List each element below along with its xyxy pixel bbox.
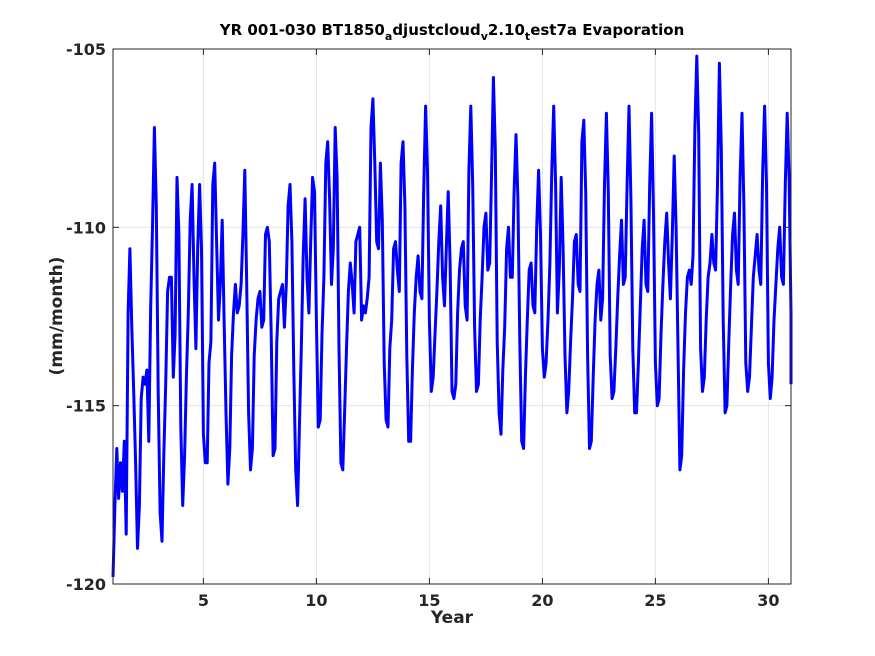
chart-title-subscript-t: t bbox=[525, 30, 530, 43]
x-tick-label: 25 bbox=[644, 591, 666, 610]
y-axis-title: (mm/month) bbox=[47, 257, 67, 376]
plot-frame bbox=[112, 48, 792, 585]
evaporation-series-line bbox=[111, 54, 793, 577]
chart-title-subscript-a: a bbox=[385, 30, 392, 43]
y-tick-label: -105 bbox=[66, 40, 106, 59]
y-tick-labels: -120 -115 -110 -105 bbox=[66, 40, 106, 594]
axis-ticks bbox=[113, 48, 791, 585]
x-axis-title: Year bbox=[430, 608, 474, 628]
chart-title-part-3: 2.10 bbox=[488, 21, 525, 39]
chart-title-part-4: est7a Evaporation bbox=[530, 21, 684, 39]
x-tick-labels: 5 10 15 20 25 30 bbox=[198, 591, 780, 610]
x-tick-label: 15 bbox=[418, 591, 440, 610]
chart-title-subscript-v: v bbox=[481, 30, 489, 43]
y-tick-label: -120 bbox=[66, 575, 106, 594]
x-tick-label: 30 bbox=[757, 591, 779, 610]
y-tick-label: -110 bbox=[66, 218, 106, 237]
chart-title-part-2: djustcloud bbox=[392, 21, 480, 39]
y-tick-label: -115 bbox=[66, 397, 106, 416]
x-tick-label: 20 bbox=[531, 591, 553, 610]
chart-title: YR 001-030 BT1850adjustcloudv2.10test7a … bbox=[219, 21, 685, 43]
x-tick-label: 5 bbox=[198, 591, 209, 610]
x-tick-label: 10 bbox=[305, 591, 327, 610]
chart-title-part-1: YR 001-030 BT1850 bbox=[219, 21, 385, 39]
